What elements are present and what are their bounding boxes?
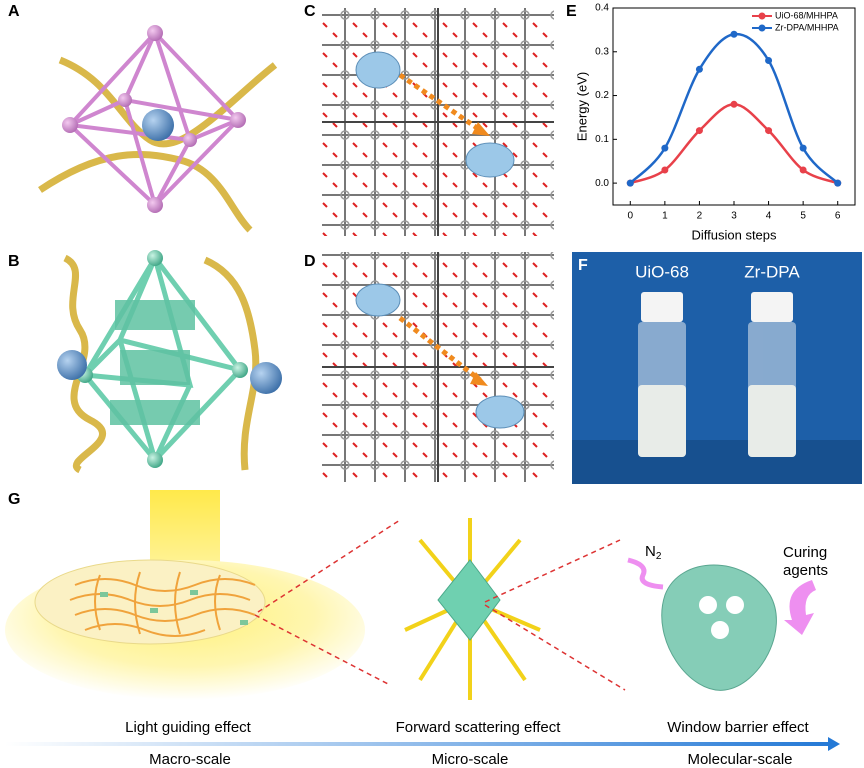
point — [799, 166, 807, 174]
y-tick-label: 0.4 — [595, 3, 609, 14]
legend-label: UiO-68/MHHPA — [775, 10, 838, 20]
point — [765, 57, 773, 65]
scale-label: Macro-scale — [149, 751, 231, 768]
point — [799, 144, 807, 152]
series-line — [629, 103, 839, 185]
effect-label: Window barrier effect — [667, 719, 809, 736]
y-tick-label: 0.3 — [595, 46, 609, 57]
scale-label: Micro-scale — [432, 751, 509, 768]
x-tick-label: 2 — [697, 211, 703, 222]
panel-label: B — [8, 253, 20, 270]
legend-marker — [758, 12, 766, 20]
legend-marker — [758, 24, 766, 32]
panel-label: F — [578, 257, 588, 274]
gas-subscript: 2 — [656, 551, 662, 562]
point — [695, 127, 703, 135]
panel-label: C — [304, 3, 316, 20]
scale-label: Molecular-scale — [687, 751, 792, 768]
y-tick-label: 0.1 — [595, 134, 609, 145]
panel-label: E — [566, 3, 577, 20]
y-axis-title: Energy (eV) — [574, 72, 589, 141]
point — [695, 65, 703, 73]
gas-text: N — [645, 543, 656, 560]
x-tick-label: 4 — [766, 211, 772, 222]
point — [661, 144, 669, 152]
point — [834, 179, 842, 187]
gas-label: N2 — [645, 543, 662, 562]
vial-label: UiO-68 — [635, 262, 689, 281]
panel-b — [57, 250, 282, 474]
legend-label: Zr-DPA/MHHPA — [775, 22, 839, 32]
panel-e-chart: 0.0 0.1 0.2 0.3 0.4 0 1 2 3 4 5 6 Diffusion steps Ene… — [574, 3, 856, 242]
x-tick-label: 5 — [800, 211, 806, 222]
panel-f-photo: UiO-68 Zr-DPA — [572, 252, 862, 484]
x-tick-label: 3 — [731, 211, 737, 222]
effect-label: Light guiding effect — [125, 719, 251, 736]
panel-d — [322, 252, 554, 482]
point — [730, 100, 738, 108]
point — [765, 127, 773, 135]
panel-g: N2 Curing agents Light guiding effect Fo… — [5, 490, 840, 768]
curing-label: Curing — [783, 544, 827, 561]
point — [626, 179, 634, 187]
panel-a — [38, 25, 278, 233]
panel-label: D — [304, 253, 316, 270]
panel-label: A — [8, 3, 20, 20]
curing-label: agents — [783, 562, 828, 579]
point — [730, 30, 738, 38]
panel-c — [322, 8, 554, 236]
vial-label: Zr-DPA — [744, 262, 800, 281]
series-line — [629, 32, 839, 185]
panel-labels: A B C D E F G — [8, 3, 588, 508]
x-axis-title: Diffusion steps — [691, 227, 777, 242]
effect-label: Forward scattering effect — [396, 719, 562, 736]
y-tick-label: 0.2 — [595, 90, 609, 101]
point — [661, 166, 669, 174]
x-tick-label: 6 — [835, 211, 841, 222]
y-tick-label: 0.0 — [595, 178, 609, 189]
x-tick-label: 0 — [628, 211, 634, 222]
panel-label: G — [8, 491, 20, 508]
x-tick-label: 1 — [662, 211, 668, 222]
